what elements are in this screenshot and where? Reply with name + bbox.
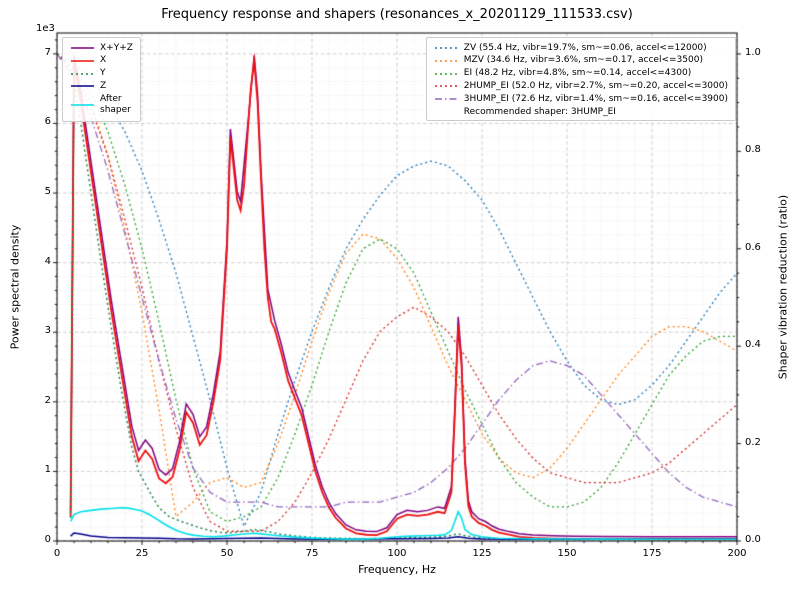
- recommended-shaper-text: Recommended shaper: 3HUMP_EI: [463, 106, 616, 117]
- legend-line-sample-icon: [434, 47, 458, 49]
- y-left-tick-label: 4: [44, 255, 51, 267]
- legend-line-sample-icon: [71, 60, 94, 62]
- shaper-legend-items: ZV (55.4 Hz, vibr=19.7%, sm~=0.06, accel…: [434, 43, 728, 105]
- legend-label: 3HUMP_EI (72.6 Hz, vibr=1.4%, sm~=0.16, …: [463, 93, 728, 104]
- x-tick-label: 75: [305, 548, 319, 559]
- y-left-offset-label: 1e3: [36, 23, 55, 34]
- legend-label: EI (48.2 Hz, vibr=4.8%, sm~=0.14, accel<…: [463, 68, 692, 78]
- legend-line-sample-icon: [434, 98, 458, 100]
- psd-legend-item: After shaper: [70, 94, 133, 117]
- chart-title: Frequency response and shapers (resonanc…: [161, 7, 633, 22]
- y-left-tick-label: 6: [44, 116, 51, 128]
- shaper-legend-item: EI (48.2 Hz, vibr=4.8%, sm~=0.14, accel<…: [434, 68, 728, 79]
- x-tick-label: 200: [727, 548, 747, 559]
- y-right-tick-label: 0.2: [745, 436, 761, 448]
- y-right-axis-label: Shaper vibration reduction (ratio): [776, 194, 790, 380]
- y-right-tick-label: 0.8: [745, 144, 761, 156]
- legend-line-sample-icon: [71, 47, 94, 49]
- x-tick-label: 125: [472, 548, 492, 559]
- y-left-tick-label: 0: [44, 534, 51, 545]
- y-right-tick-label: 1.0: [745, 46, 761, 58]
- y-left-tick-label: 7: [44, 46, 51, 58]
- legend-label: X+Y+Z: [100, 42, 133, 53]
- legend-line-sample-icon: [434, 85, 458, 88]
- legend-label: Y: [100, 68, 106, 78]
- shaper-legend-item: 2HUMP_EI (52.0 Hz, vibr=2.7%, sm~=0.20, …: [434, 81, 728, 92]
- legend-line-sample-icon: [434, 60, 458, 62]
- legend-label: Z: [100, 80, 107, 91]
- x-tick-label: 50: [220, 548, 234, 559]
- legend-line-sample-icon: [434, 72, 458, 75]
- x-tick-label: 100: [387, 548, 407, 559]
- psd-legend-item: Y: [70, 68, 133, 79]
- y-left-tick-label: 5: [44, 186, 51, 198]
- x-tick-label: 175: [642, 548, 662, 559]
- shaper-legend-item: ZV (55.4 Hz, vibr=19.7%, sm~=0.06, accel…: [434, 43, 728, 54]
- legend-label: X: [100, 55, 107, 66]
- y-right-tick-label: 0.6: [745, 241, 761, 253]
- legend-line-sample-icon: [71, 103, 94, 106]
- x-tick-label: 25: [135, 548, 149, 559]
- psd-legend: X+Y+Z X Y Z After shaper: [62, 37, 141, 122]
- y-left-tick-label: 3: [44, 325, 51, 337]
- legend-label: After shaper: [100, 93, 131, 115]
- y-right-tick-label: 0.4: [745, 339, 761, 351]
- legend-label: ZV (55.4 Hz, vibr=19.7%, sm~=0.06, accel…: [463, 42, 707, 53]
- legend-line-sample-icon: [71, 85, 94, 88]
- x-tick-label: 0: [53, 548, 61, 559]
- psd-legend-item: X+Y+Z: [70, 43, 133, 54]
- y-right-tick-label: 0.0: [745, 534, 761, 545]
- legend-label: MZV (34.6 Hz, vibr=3.6%, sm~=0.17, accel…: [463, 55, 703, 66]
- y-left-tick-label: 1: [44, 464, 51, 476]
- y-left-tick-label: 2: [44, 394, 51, 406]
- shaper-legend-item: 3HUMP_EI (72.6 Hz, vibr=1.4%, sm~=0.16, …: [434, 94, 728, 105]
- shaper-legend: ZV (55.4 Hz, vibr=19.7%, sm~=0.06, accel…: [425, 37, 736, 121]
- psd-legend-item: Z: [70, 81, 133, 92]
- legend-line-sample-icon: [71, 72, 94, 75]
- shaper-legend-item: MZV (34.6 Hz, vibr=3.6%, sm~=0.17, accel…: [434, 55, 728, 66]
- x-tick-label: 150: [557, 548, 577, 559]
- y-left-axis-label: Power spectral density: [8, 224, 22, 350]
- legend-label: 2HUMP_EI (52.0 Hz, vibr=2.7%, sm~=0.20, …: [463, 80, 728, 91]
- x-axis-label: Frequency, Hz: [358, 563, 436, 576]
- psd-legend-item: X: [70, 55, 133, 66]
